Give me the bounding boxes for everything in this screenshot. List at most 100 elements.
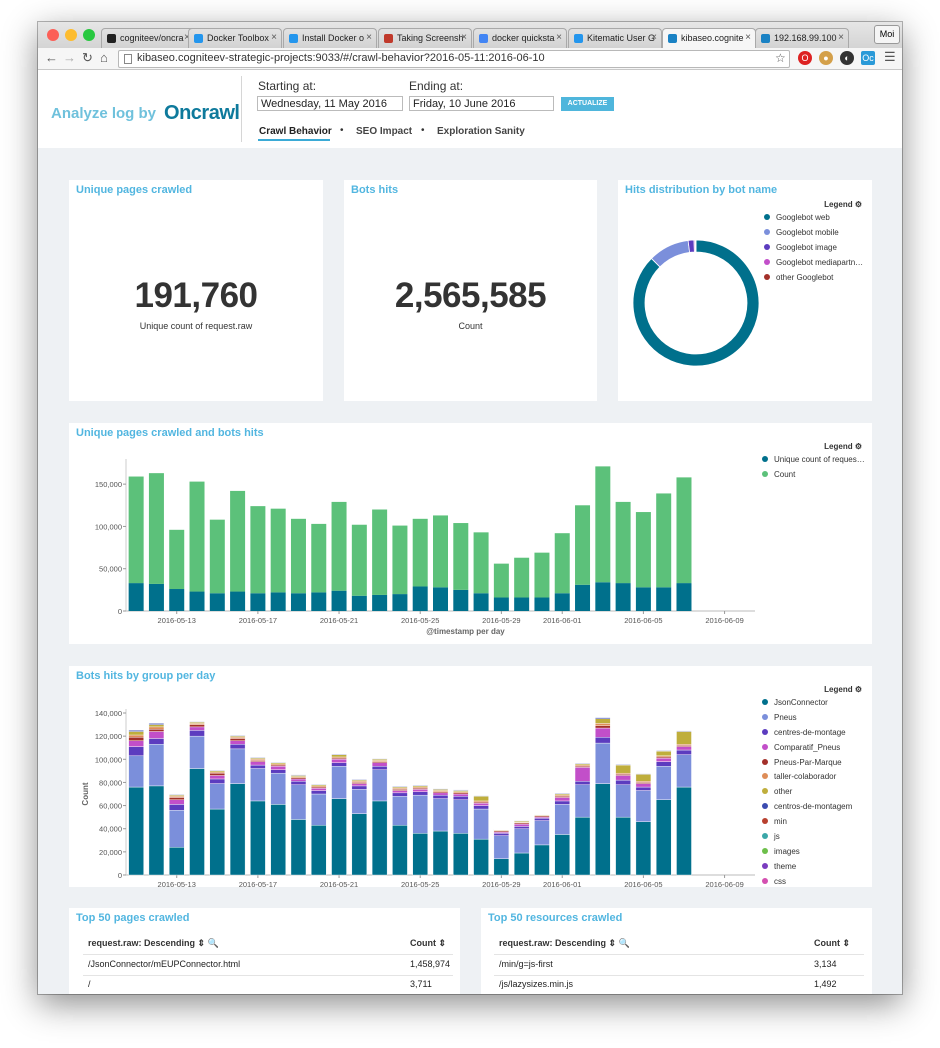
bar-segment[interactable]: [169, 794, 185, 796]
bar-segment[interactable]: [331, 753, 347, 755]
donut-slice[interactable]: [687, 239, 695, 253]
bar-segment[interactable]: [331, 754, 347, 758]
legend-item[interactable]: theme: [762, 862, 868, 877]
bar-segment[interactable]: [615, 764, 631, 766]
bar-segment[interactable]: [148, 726, 165, 730]
bar-segment[interactable]: [635, 587, 651, 611]
start-date-input[interactable]: Wednesday, 11 May 2016: [257, 96, 403, 111]
browser-tab[interactable]: cogniteev/oncra×: [101, 28, 195, 48]
bar-segment[interactable]: [635, 821, 652, 876]
bar-segment[interactable]: [412, 785, 428, 787]
bar-segment[interactable]: [230, 591, 246, 611]
back-icon[interactable]: ←: [45, 50, 58, 65]
bar-segment[interactable]: [229, 748, 246, 784]
bar-segment[interactable]: [433, 587, 448, 611]
bar-segment[interactable]: [371, 758, 388, 760]
cookie-extension-icon[interactable]: ●: [819, 51, 833, 65]
bar-segment[interactable]: [493, 597, 509, 611]
bar-segment[interactable]: [392, 790, 408, 794]
bar-segment[interactable]: [290, 778, 307, 782]
tab-close-icon[interactable]: ×: [651, 32, 657, 43]
bar-segment[interactable]: [676, 786, 692, 876]
bar-segment[interactable]: [311, 788, 327, 791]
bar-segment[interactable]: [229, 735, 246, 737]
bar-segment[interactable]: [493, 563, 509, 598]
bar-segment[interactable]: [513, 852, 530, 876]
bar-segment[interactable]: [169, 529, 185, 590]
table-cell-url[interactable]: /min/g=js-first: [499, 959, 553, 969]
legend-item[interactable]: other Googlebot: [764, 273, 868, 288]
bar-segment[interactable]: [148, 744, 165, 787]
bar-segment[interactable]: [351, 785, 368, 790]
legend-item[interactable]: Pneus: [762, 713, 868, 728]
bar-segment[interactable]: [148, 731, 165, 739]
bar-segment[interactable]: [615, 583, 631, 611]
legend-title[interactable]: Legend ⚙: [824, 442, 862, 451]
bar-segment[interactable]: [595, 742, 611, 784]
bar-segment[interactable]: [575, 505, 591, 585]
bar-segment[interactable]: [371, 762, 388, 767]
bar-segment[interactable]: [169, 804, 185, 811]
bar-segment[interactable]: [311, 783, 327, 785]
bar-segment[interactable]: [209, 772, 226, 776]
bar-segment[interactable]: [655, 799, 672, 876]
bar-segment[interactable]: [432, 798, 449, 832]
bar-segment[interactable]: [392, 796, 408, 826]
bar-segment[interactable]: [392, 594, 408, 611]
legend-item[interactable]: Pneus-Par-Marque: [762, 758, 868, 773]
legend-item[interactable]: js: [762, 832, 868, 847]
bar-segment[interactable]: [412, 791, 428, 796]
bar-segment[interactable]: [128, 583, 144, 611]
tab-close-icon[interactable]: ×: [366, 32, 372, 43]
bar-segment[interactable]: [513, 823, 530, 827]
profile-button[interactable]: Moi: [874, 25, 900, 44]
tab-close-icon[interactable]: ×: [838, 32, 844, 43]
bar-segment[interactable]: [270, 508, 286, 593]
bar-segment[interactable]: [473, 808, 489, 840]
bar-segment[interactable]: [575, 584, 591, 611]
bar-segment[interactable]: [433, 515, 448, 588]
bar-segment[interactable]: [655, 750, 672, 757]
bar-segment[interactable]: [331, 798, 347, 876]
bar-segment[interactable]: [229, 740, 246, 745]
bar-segment[interactable]: [676, 749, 692, 755]
bar-segment[interactable]: [229, 738, 246, 741]
bar-segment[interactable]: [250, 768, 266, 802]
tab-close-icon[interactable]: ×: [745, 32, 751, 43]
tab-crawl-behavior[interactable]: Crawl Behavior: [259, 126, 332, 137]
bar-segment[interactable]: [169, 799, 185, 805]
table-cell-url[interactable]: /: [88, 979, 91, 989]
bar-segment[interactable]: [311, 825, 327, 876]
opera-extension-icon[interactable]: O: [798, 51, 812, 65]
legend-item[interactable]: JsonConnector: [762, 698, 868, 713]
bar-segment[interactable]: [371, 800, 388, 876]
legend-item[interactable]: Googlebot image: [764, 243, 868, 258]
bar-segment[interactable]: [574, 784, 591, 818]
browser-tab[interactable]: Docker Toolbox ×: [188, 28, 282, 48]
menu-icon[interactable]: ☰: [884, 49, 896, 64]
bar-segment[interactable]: [493, 858, 510, 876]
legend-item[interactable]: Googlebot mediapartn…: [764, 258, 868, 273]
bar-segment[interactable]: [412, 586, 428, 611]
column-header-request[interactable]: request.raw: Descending ⇕ 🔍: [499, 938, 630, 948]
tab-close-icon[interactable]: ×: [461, 32, 467, 43]
bar-segment[interactable]: [655, 757, 672, 762]
bar-segment[interactable]: [189, 730, 205, 737]
legend-item[interactable]: Comparatif_Pneus: [762, 743, 868, 758]
bar-segment[interactable]: [392, 525, 408, 595]
table-cell-url[interactable]: /js/lazysizes.min.js: [499, 979, 574, 989]
legend-item[interactable]: other: [762, 787, 868, 802]
bar-segment[interactable]: [128, 740, 144, 747]
bar-segment[interactable]: [351, 595, 367, 611]
bar-segment[interactable]: [128, 734, 144, 738]
bar-segment[interactable]: [189, 481, 205, 592]
legend-title[interactable]: Legend ⚙: [824, 200, 862, 209]
bar-segment[interactable]: [128, 476, 144, 584]
bar-segment[interactable]: [473, 805, 489, 810]
browser-tab[interactable]: Taking Screensh ×: [378, 28, 472, 48]
bar-segment[interactable]: [169, 809, 185, 848]
bar-segment[interactable]: [656, 587, 672, 611]
bar-segment[interactable]: [615, 764, 631, 774]
bar-segment[interactable]: [554, 793, 570, 795]
bar-segment[interactable]: [250, 593, 266, 611]
